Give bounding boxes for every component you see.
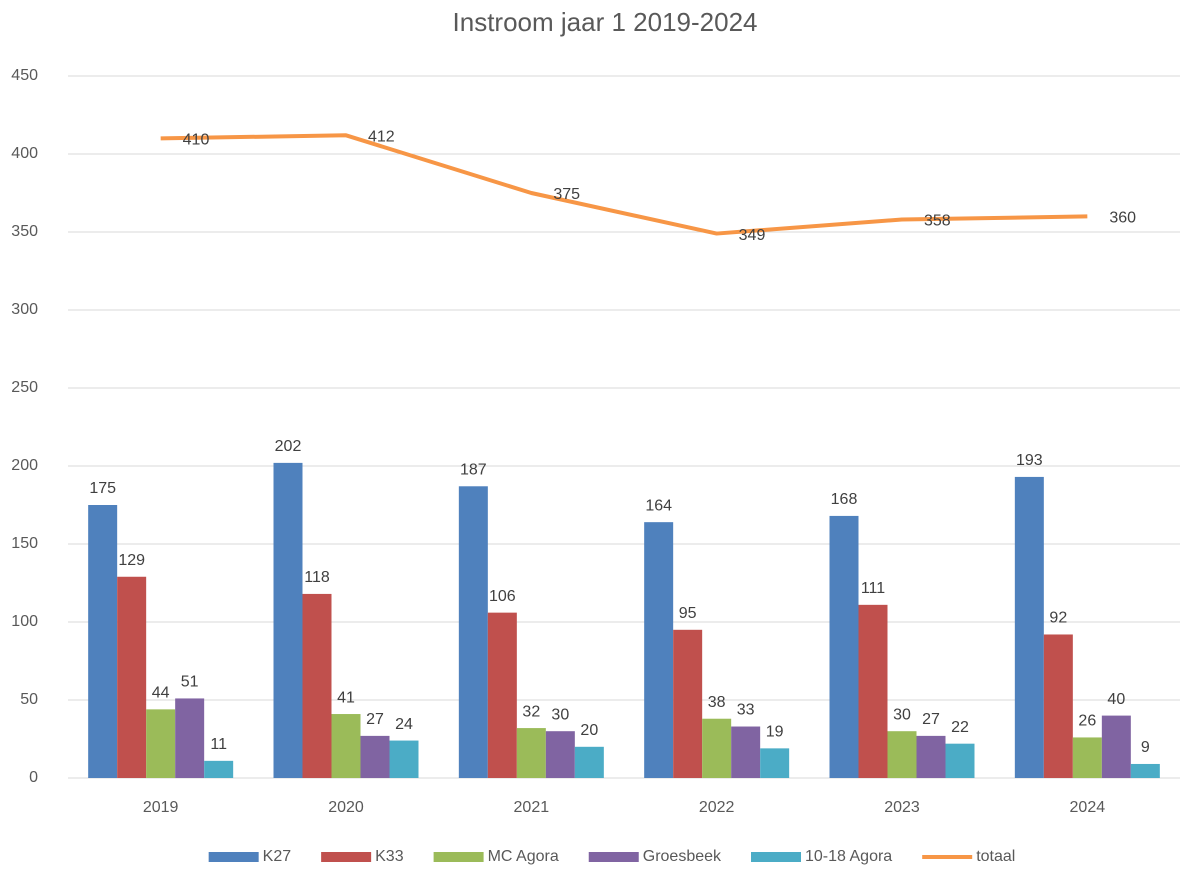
data-label: 27 [922, 711, 940, 728]
bar [516, 728, 546, 778]
line [160, 133, 1088, 236]
bar [731, 726, 761, 778]
data-label: 187 [460, 461, 487, 478]
data-label: 38 [708, 694, 726, 711]
bar [702, 718, 732, 778]
bar [673, 629, 703, 778]
legend-label: K27 [263, 848, 292, 865]
y-tick-label: 350 [11, 223, 38, 240]
data-label: 349 [739, 227, 766, 244]
legend-label: totaal [976, 848, 1015, 865]
bar [331, 714, 361, 778]
data-label: 26 [1078, 713, 1096, 730]
data-label: 95 [679, 605, 697, 622]
data-label: 164 [645, 497, 672, 514]
x-tick-label: 2022 [699, 799, 735, 816]
bar [1043, 634, 1073, 778]
legend-label: Groesbeek [643, 848, 722, 865]
data-label: 30 [893, 706, 911, 723]
bar [545, 731, 575, 778]
bar [760, 748, 790, 778]
bar [360, 735, 390, 778]
data-label: 33 [737, 702, 755, 719]
data-label: 118 [304, 569, 330, 586]
bar [88, 505, 118, 778]
legend-swatch [588, 852, 639, 862]
data-label: 168 [831, 491, 858, 508]
bar [389, 740, 419, 778]
data-label: 11 [210, 736, 227, 753]
data-label: 9 [1141, 739, 1150, 756]
legend-swatch [321, 852, 372, 862]
y-tick-label: 250 [11, 379, 38, 396]
x-tick-label: 2024 [1070, 799, 1106, 816]
data-label: 412 [368, 128, 395, 145]
bar [916, 735, 946, 778]
data-label: 27 [366, 711, 384, 728]
data-label: 410 [183, 132, 210, 149]
data-label: 44 [152, 685, 170, 702]
y-tick-label: 150 [11, 535, 38, 552]
bar [117, 576, 147, 778]
data-label: 92 [1049, 610, 1067, 627]
data-label: 30 [551, 706, 569, 723]
legend-label: K33 [375, 848, 404, 865]
legend-swatch [208, 852, 259, 862]
y-tick-label: 50 [20, 691, 38, 708]
data-label: 20 [580, 722, 598, 739]
y-tick-label: 0 [29, 769, 38, 786]
data-label: 22 [951, 719, 969, 736]
legend-label: MC Agora [488, 848, 559, 865]
legend-swatch [433, 852, 484, 862]
bar [829, 515, 859, 778]
legend-swatch [922, 855, 973, 859]
bar [574, 746, 604, 778]
data-label: 51 [181, 674, 199, 691]
bar [858, 604, 888, 778]
chart-title: Instroom jaar 1 2019-2024 [453, 7, 758, 37]
bar [273, 462, 303, 778]
data-label: 24 [395, 716, 413, 733]
data-label: 375 [553, 186, 580, 203]
data-label: 106 [489, 588, 516, 605]
data-label: 41 [337, 689, 355, 706]
data-label: 32 [522, 703, 540, 720]
data-label: 40 [1107, 691, 1125, 708]
data-label: 111 [861, 580, 885, 597]
data-label: 175 [89, 480, 116, 497]
legend: K27 K33 MC Agora Groesbeek 10-18 Agora totaal [208, 848, 1015, 865]
bar [1101, 715, 1131, 778]
data-label: 358 [924, 213, 951, 230]
bar [1130, 763, 1160, 778]
x-tick-label: 2021 [514, 799, 550, 816]
x-tick-label: 2023 [884, 799, 920, 816]
legend-swatch [751, 852, 802, 862]
bar [1072, 737, 1102, 778]
data-label: 129 [118, 552, 145, 569]
bar [887, 731, 917, 778]
data-label: 19 [766, 724, 784, 741]
data-label: 360 [1109, 210, 1136, 227]
y-tick-label: 100 [11, 613, 38, 630]
bar [458, 486, 488, 778]
y-tick-label: 200 [11, 457, 38, 474]
bar [146, 709, 176, 778]
y-tick-label: 450 [11, 67, 38, 84]
legend-label: 10-18 Agora [805, 848, 892, 865]
bar [175, 698, 205, 778]
data-label: 202 [275, 438, 302, 455]
x-tick-label: 2019 [143, 799, 179, 816]
bar [644, 522, 674, 778]
bar [1014, 476, 1044, 778]
y-tick-label: 400 [11, 145, 38, 162]
bar [302, 593, 332, 778]
x-tick-label: 2020 [328, 799, 364, 816]
bar [204, 760, 234, 778]
data-label: 193 [1016, 452, 1043, 469]
bar [945, 743, 975, 778]
y-tick-label: 300 [11, 301, 38, 318]
bar [487, 612, 517, 778]
